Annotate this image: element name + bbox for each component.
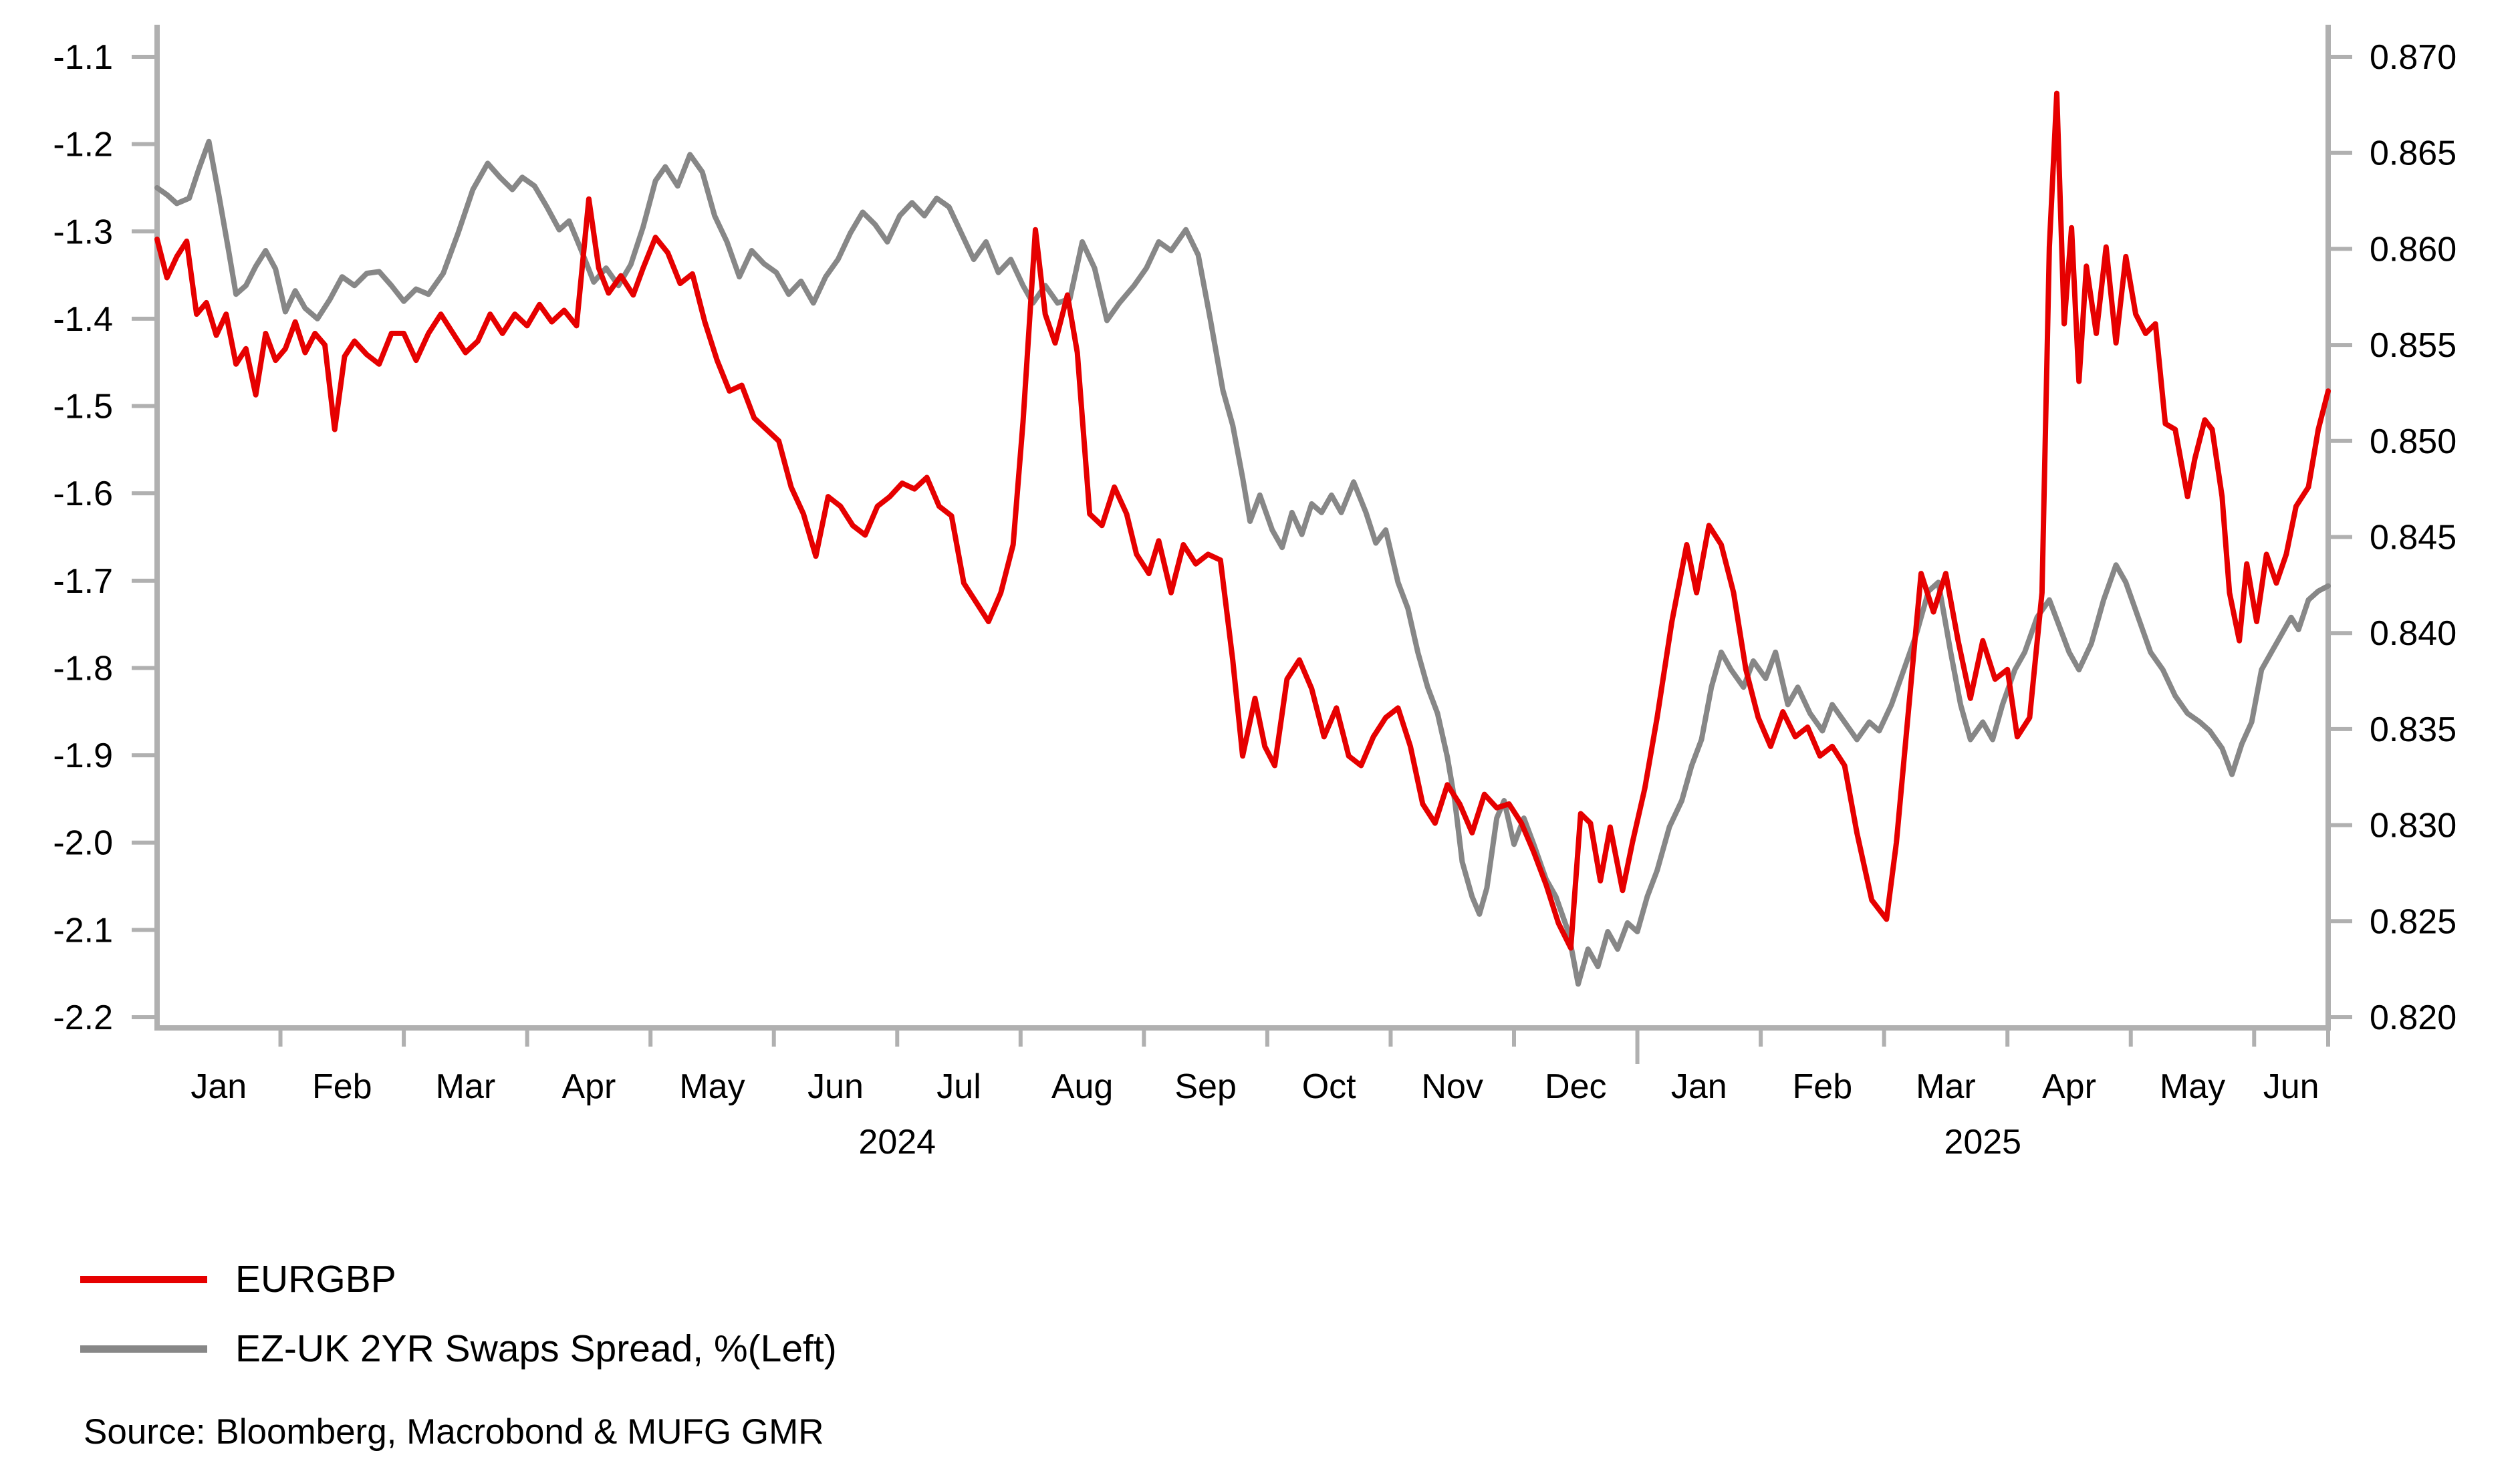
right-axis-tick-label: 0.865 [2370, 134, 2456, 173]
right-axis-tick-label: 0.825 [2370, 902, 2456, 941]
right-axis-tick-label: 0.820 [2370, 998, 2456, 1037]
left-axis-tick-label: -1.4 [53, 300, 113, 339]
left-axis-tick-label: -1.8 [53, 649, 113, 688]
month-label: Feb [312, 1067, 372, 1106]
month-label: Oct [1302, 1067, 1356, 1106]
left-axis-tick-label: -1.9 [53, 737, 113, 775]
right-axis-tick-label: 0.855 [2370, 326, 2456, 365]
right-axis-tick-label: 0.835 [2370, 710, 2456, 749]
month-label: Apr [2042, 1067, 2096, 1106]
eurgbp-line-swatch-icon [80, 1275, 207, 1283]
month-label: Jul [936, 1067, 981, 1106]
left-axis-tick-label: -1.2 [53, 126, 113, 164]
legend-item-eurgbp: EURGBP [80, 1244, 837, 1314]
month-label: Sep [1174, 1067, 1237, 1106]
left-axis-tick-label: -1.5 [53, 388, 113, 426]
month-label: Mar [436, 1067, 496, 1106]
month-label: Jun [807, 1067, 864, 1106]
right-axis-tick-label: 0.845 [2370, 519, 2456, 557]
right-axis-tick-label: 0.860 [2370, 230, 2456, 269]
year-label: 2025 [1944, 1123, 2021, 1162]
swaps-spread-line-swatch-icon [80, 1345, 207, 1353]
left-axis-tick-label: -1.6 [53, 475, 113, 513]
month-label: Dec [1545, 1067, 1606, 1106]
right-axis-tick-label: 0.850 [2370, 422, 2456, 461]
left-axis-tick-label: -2.2 [53, 998, 113, 1037]
left-axis-tick-label: -2.1 [53, 911, 113, 950]
legend-label-eurgbp: EURGBP [235, 1258, 396, 1301]
month-label: Jun [2263, 1067, 2319, 1106]
right-axis-tick-label: 0.840 [2370, 614, 2456, 653]
month-label: Apr [561, 1067, 616, 1106]
source-text: Source: Bloomberg, Macrobond & MUFG GMR [84, 1412, 824, 1452]
month-label: Nov [1421, 1067, 1483, 1106]
right-axis-tick-label: 0.830 [2370, 807, 2456, 845]
right-axis-tick-label: 0.870 [2370, 38, 2456, 77]
legend-item-swaps-spread: EZ-UK 2YR Swaps Spread, %(Left) [80, 1314, 837, 1383]
legend-label-swaps-spread: EZ-UK 2YR Swaps Spread, %(Left) [235, 1327, 837, 1370]
left-axis-tick-label: -2.0 [53, 824, 113, 863]
left-axis-tick-label: -1.3 [53, 213, 113, 251]
month-label: Aug [1051, 1067, 1114, 1106]
left-axis-tick-label: -1.7 [53, 562, 113, 601]
month-label: May [2160, 1067, 2225, 1106]
chart-area: -1.1 -1.2 -1.3 -1.4 -1.5 -1.6 -1.7 -1.8 -1.9 -2.0… [53, 25, 2456, 1162]
month-label: Mar [1916, 1067, 1976, 1106]
month-label: May [679, 1067, 745, 1106]
year-label: 2024 [858, 1123, 936, 1162]
chart-legend: EURGBP EZ-UK 2YR Swaps Spread, %(Left) [80, 1244, 837, 1383]
month-label: Jan [191, 1067, 247, 1106]
swaps-spread-line [154, 138, 2331, 987]
eurgbp-line [154, 90, 2331, 951]
month-label: Feb [1793, 1067, 1853, 1106]
left-axis-tick-label: -1.1 [53, 38, 113, 77]
month-label: Jan [1671, 1067, 1727, 1106]
